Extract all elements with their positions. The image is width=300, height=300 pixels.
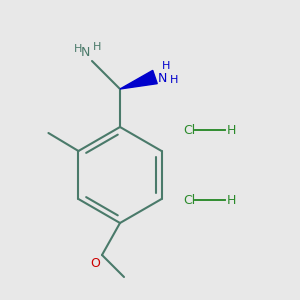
Text: N: N	[81, 46, 90, 59]
Text: H: H	[227, 194, 236, 206]
Text: Cl: Cl	[183, 194, 195, 206]
Text: N: N	[158, 73, 167, 85]
Text: H: H	[93, 42, 101, 52]
Text: H: H	[227, 124, 236, 136]
Text: H: H	[74, 44, 82, 54]
Text: O: O	[90, 257, 100, 270]
Text: Cl: Cl	[183, 124, 195, 136]
Polygon shape	[120, 70, 157, 89]
Text: H: H	[162, 61, 170, 71]
Text: H: H	[170, 75, 178, 85]
